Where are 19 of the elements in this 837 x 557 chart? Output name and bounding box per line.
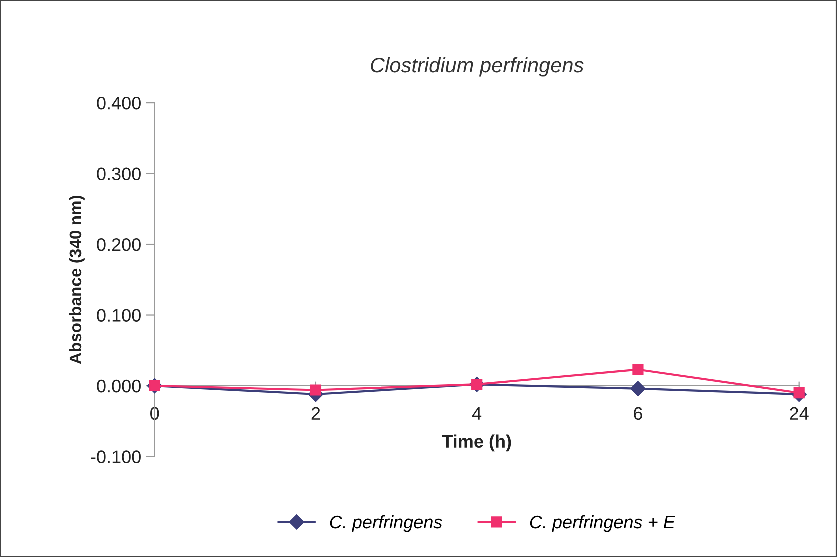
y-axis-title: Absorbance (340 nm) — [69, 196, 85, 364]
y-tick-label: 0.000 — [97, 380, 141, 393]
x-tick-label: 4 — [472, 407, 482, 420]
y-tick-label: 0.300 — [97, 168, 141, 181]
y-tick-label: 0.100 — [97, 309, 141, 322]
y-tick-label: 0.400 — [97, 96, 141, 110]
y-tick-label: -0.100 — [91, 450, 141, 464]
y-tick-label: 0.200 — [97, 238, 141, 252]
x-tick-label: 0 — [150, 407, 160, 420]
point — [310, 384, 322, 396]
point — [632, 364, 644, 376]
x-tick-label: 2 — [312, 407, 320, 420]
legend-label: C. perfringens + E — [530, 515, 676, 532]
x-axis-title: Time (h) — [442, 434, 512, 452]
x-tick-label: 6 — [634, 407, 642, 420]
chart-title: Clostridium perfringens — [371, 57, 584, 77]
x-tick-label: 24 — [790, 407, 809, 420]
point — [630, 381, 646, 396]
legend-label: C. perfringens — [330, 515, 442, 532]
